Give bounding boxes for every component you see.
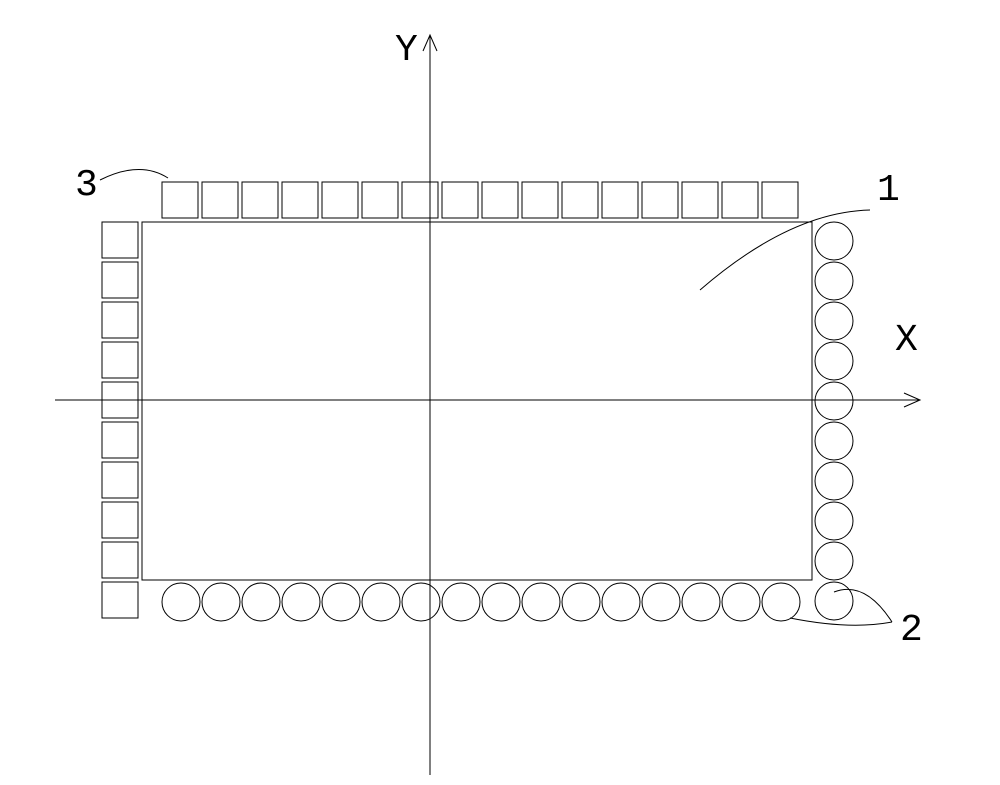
right-circles-column [815,222,853,620]
circle-marker [642,583,680,621]
circle-marker [815,502,853,540]
square-marker [282,182,318,218]
circle-marker [815,462,853,500]
square-marker [322,182,358,218]
circle-marker [322,583,360,621]
square-marker [722,182,758,218]
callout-3-label: 3 [75,164,99,207]
bottom-circles-row [162,583,800,621]
circle-marker [815,262,853,300]
circle-marker [562,583,600,621]
circle-marker [522,583,560,621]
circle-marker [242,583,280,621]
square-marker [402,182,438,218]
square-marker [202,182,238,218]
circle-marker [442,583,480,621]
square-marker [102,342,138,378]
square-marker [762,182,798,218]
circle-marker [682,583,720,621]
square-marker [102,222,138,258]
circle-marker [722,583,760,621]
square-marker [242,182,278,218]
circle-marker [815,422,853,460]
circle-marker [482,583,520,621]
circle-marker [815,542,853,580]
square-marker [682,182,718,218]
circle-marker [815,302,853,340]
y-axis-label: Y [395,29,419,72]
top-squares-row [162,182,798,218]
callout-3-leader [100,169,168,180]
circle-marker [815,342,853,380]
square-marker [562,182,598,218]
circle-marker [815,582,853,620]
circle-marker [282,583,320,621]
square-marker [162,182,198,218]
circle-marker [815,382,853,420]
square-marker [102,542,138,578]
center-rectangle [142,222,812,580]
circle-marker [202,583,240,621]
left-squares-column [102,222,138,618]
callout-1-label: 1 [877,169,901,212]
callout-2-leader-a [834,589,892,622]
square-marker [602,182,638,218]
square-marker [442,182,478,218]
circle-marker [602,583,640,621]
square-marker [102,422,138,458]
x-axis-label: X [895,319,919,362]
circle-marker [815,222,853,260]
callout-2-label: 2 [900,609,924,652]
square-marker [102,502,138,538]
square-marker [102,302,138,338]
circle-marker [162,583,200,621]
square-marker [102,462,138,498]
square-marker [362,182,398,218]
circle-marker [362,583,400,621]
square-marker [482,182,518,218]
square-marker [102,582,138,618]
circle-marker [402,583,440,621]
square-marker [102,262,138,298]
circle-marker [762,583,800,621]
square-marker [642,182,678,218]
square-marker [522,182,558,218]
